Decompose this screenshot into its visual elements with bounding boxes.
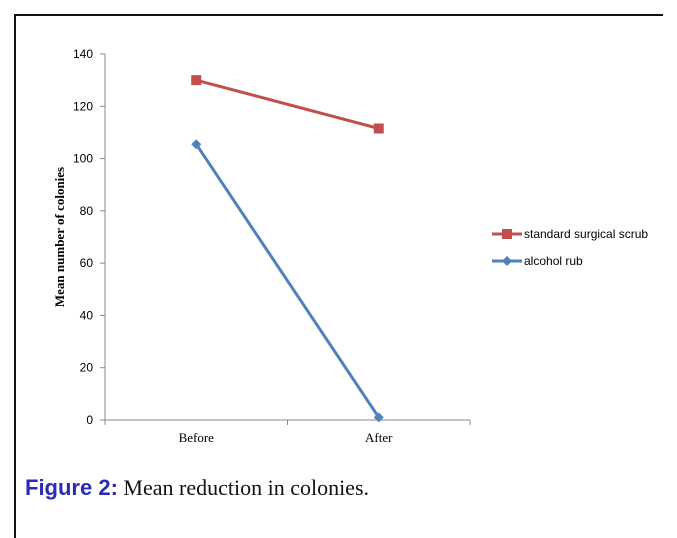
y-tick-label: 20: [80, 361, 94, 375]
data-point: [373, 412, 384, 423]
figure-caption-label: Figure 2:: [25, 475, 118, 500]
data-point: [191, 139, 202, 150]
figure-caption: Figure 2: Mean reduction in colonies.: [25, 475, 369, 501]
series-line-standard-surgical-scrub: [195, 78, 380, 130]
y-tick-label: 100: [73, 152, 93, 166]
y-tick-label: 40: [80, 308, 94, 322]
x-tick-label: Before: [179, 430, 215, 445]
figure-caption-text: Mean reduction in colonies.: [123, 475, 370, 500]
legend-label: standard surgical scrub: [524, 227, 648, 241]
legend-label: alcohol rub: [524, 254, 583, 268]
data-point: [191, 75, 202, 86]
y-tick-label: 0: [86, 413, 93, 427]
y-tick-label: 60: [80, 256, 94, 270]
y-axis-title: Mean number of colonies: [52, 167, 67, 307]
y-tick-label: 120: [73, 99, 93, 113]
frame-top-border: [14, 14, 663, 16]
frame-left-border: [14, 14, 16, 538]
data-point: [373, 123, 384, 134]
x-tick-label: After: [365, 430, 393, 445]
y-tick-label: 80: [80, 204, 94, 218]
legend-marker: [502, 229, 512, 239]
series-line-alcohol-rub: [195, 143, 380, 419]
y-tick-label: 140: [73, 47, 93, 61]
legend-marker: [502, 256, 512, 266]
